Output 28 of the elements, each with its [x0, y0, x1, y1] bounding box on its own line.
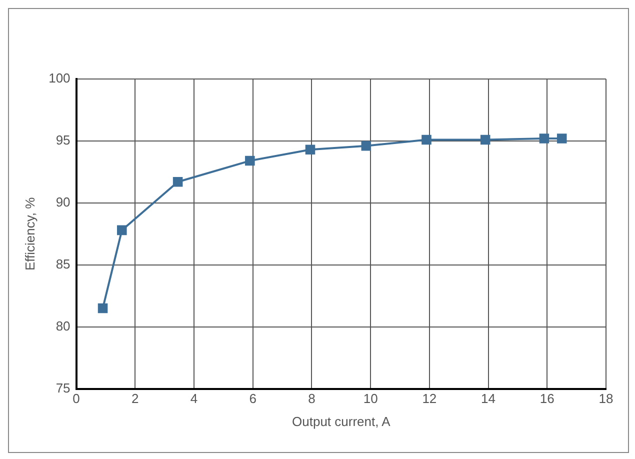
y-tick-label: 75	[56, 380, 70, 396]
y-axis-title: Efficiency, %	[22, 196, 38, 271]
x-tick-label: 12	[422, 391, 437, 406]
x-tick-label: 18	[598, 391, 614, 406]
y-tick-label: 100	[48, 70, 70, 86]
y-tick-label: 90	[56, 194, 70, 210]
point	[305, 144, 316, 155]
point	[480, 134, 490, 145]
x-tick-label: 14	[481, 391, 496, 406]
point	[556, 134, 567, 144]
point	[117, 225, 127, 236]
x-tick-label: 10	[363, 391, 378, 406]
x-tick-label: 8	[308, 391, 316, 406]
x-axis-title: Output current, A	[292, 414, 391, 429]
point	[245, 156, 255, 166]
x-tick-label: 0	[72, 391, 80, 406]
x-tick-label: 6	[249, 391, 256, 406]
y-tick-label: 85	[56, 256, 70, 272]
x-tick-label: 16	[540, 391, 554, 406]
point	[422, 134, 432, 145]
y-tick-label: 80	[56, 318, 70, 334]
x-tick-label: 2	[132, 391, 139, 406]
point	[172, 176, 183, 187]
y-tick-label: 95	[56, 132, 70, 148]
point	[539, 134, 550, 144]
x-tick-label: 4	[190, 391, 198, 406]
point	[98, 303, 108, 314]
point	[361, 141, 372, 151]
